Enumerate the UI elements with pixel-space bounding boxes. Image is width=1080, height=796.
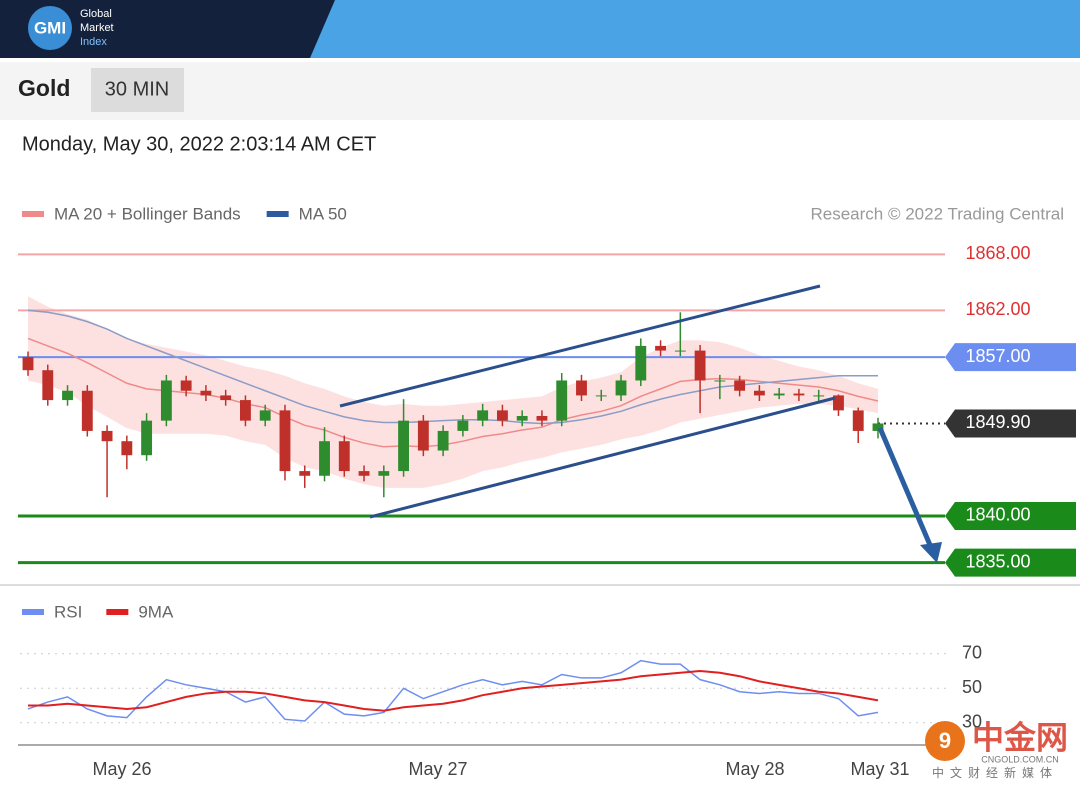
candle-body <box>833 395 844 411</box>
watermark-domain: CNGOLD.COM.CN <box>981 754 1059 764</box>
level-label: 1862.00 <box>965 299 1030 319</box>
candle-body <box>141 420 153 456</box>
timeframe-button[interactable] <box>91 68 184 112</box>
candle-body <box>160 380 172 421</box>
timeframe[interactable]: 30 MIN <box>105 78 169 100</box>
bollinger-band <box>28 296 878 488</box>
level-label: 1840.00 <box>965 505 1030 525</box>
logo-text: GMI <box>34 18 66 37</box>
candle-body <box>496 410 508 421</box>
x-tick-label: May 27 <box>408 759 467 779</box>
x-tick-label: May 28 <box>725 759 784 779</box>
rsi-line <box>27 659 879 722</box>
level-box <box>945 409 1076 438</box>
candle-body <box>319 441 330 476</box>
candle-body <box>398 420 410 472</box>
legend-swatch <box>266 211 289 217</box>
price-chart: MA 20 + Bollinger Bands MA 50 1868.00 1862.… <box>18 204 1076 577</box>
level-box <box>945 501 1076 530</box>
forecast-arrow <box>877 427 933 546</box>
watermark-tagline: 中文财经新媒体 <box>932 765 1058 780</box>
candle-body <box>437 430 449 451</box>
y-tick-label: 70 <box>962 643 982 663</box>
candle-body <box>793 393 805 396</box>
level-label: 1835.00 <box>965 551 1030 571</box>
candle-body <box>753 390 765 396</box>
candle-body <box>674 350 686 352</box>
level-box <box>945 548 1076 577</box>
candle-body <box>22 357 34 371</box>
y-tick-label: 30 <box>962 712 982 732</box>
logo-circle <box>28 6 72 50</box>
rsi-line <box>28 670 879 712</box>
forecast-arrow-head <box>920 542 942 563</box>
legend-swatch <box>22 211 44 217</box>
legend-swatch <box>22 609 44 615</box>
candle-body <box>417 420 429 451</box>
candle-body <box>655 345 666 351</box>
candle-body <box>299 471 311 476</box>
candle-body <box>773 393 785 396</box>
candle-body <box>279 410 291 472</box>
level-label: 1857.00 <box>965 346 1030 366</box>
candle-body <box>220 395 232 401</box>
level-label: 1868.00 <box>965 243 1030 263</box>
brand-line: Market <box>80 22 114 34</box>
timestamp: Monday, May 30, 2022 2:03:14 AM CET <box>22 133 376 155</box>
candle-body <box>358 471 370 476</box>
instrument: Gold <box>18 75 70 101</box>
brand-line: Global <box>80 8 112 20</box>
candle-body <box>576 380 587 396</box>
x-tick-label: May 31 <box>850 759 909 779</box>
candle-body <box>516 415 528 421</box>
candle-body <box>536 415 548 421</box>
candle-body <box>200 390 212 396</box>
watermark-logo <box>925 721 965 761</box>
legend-label: MA 20 + Bollinger Bands <box>54 204 241 223</box>
legend-swatch <box>106 609 129 615</box>
candle-body <box>81 390 93 431</box>
candle-body <box>872 423 884 431</box>
candle-body <box>457 420 469 431</box>
candle-body <box>42 370 54 401</box>
legend-label: 9MA <box>138 602 174 621</box>
rsi-chart: RSI 9MA 70 50 30 May 26 May 27 May 28 May 31 <box>18 602 982 779</box>
candle-body <box>734 380 746 391</box>
credit: Research © 2022 Trading Central <box>811 204 1065 223</box>
level-label: 1849.90 <box>965 412 1030 432</box>
candle-body <box>378 471 390 476</box>
candle-body <box>477 410 489 421</box>
channel-upper <box>339 284 821 408</box>
candle-body <box>556 380 568 421</box>
watermark-name: 中金网 <box>972 719 1068 755</box>
candle-body <box>813 395 825 397</box>
legend-label: MA 50 <box>299 204 347 223</box>
x-tick-label: May 26 <box>92 759 151 779</box>
candle-body <box>635 345 647 381</box>
candle-body <box>121 441 133 456</box>
candle-body <box>615 380 627 396</box>
level-box <box>945 343 1076 372</box>
legend-label: RSI <box>54 602 82 621</box>
candle-body <box>852 410 864 431</box>
candle-body <box>595 395 607 397</box>
channel-lower <box>369 396 836 519</box>
candle-body <box>338 441 350 472</box>
brand-line: Index <box>80 36 107 48</box>
candle-body <box>240 400 251 421</box>
candle-body <box>714 380 726 382</box>
candle-body <box>62 390 73 401</box>
header-logo-area <box>0 0 335 58</box>
candle-body <box>259 410 271 421</box>
watermark-glyph: 9 <box>939 728 951 753</box>
y-tick-label: 50 <box>962 677 982 697</box>
candle-body <box>694 350 706 381</box>
candle-body <box>180 380 192 391</box>
candle-body <box>101 430 113 442</box>
